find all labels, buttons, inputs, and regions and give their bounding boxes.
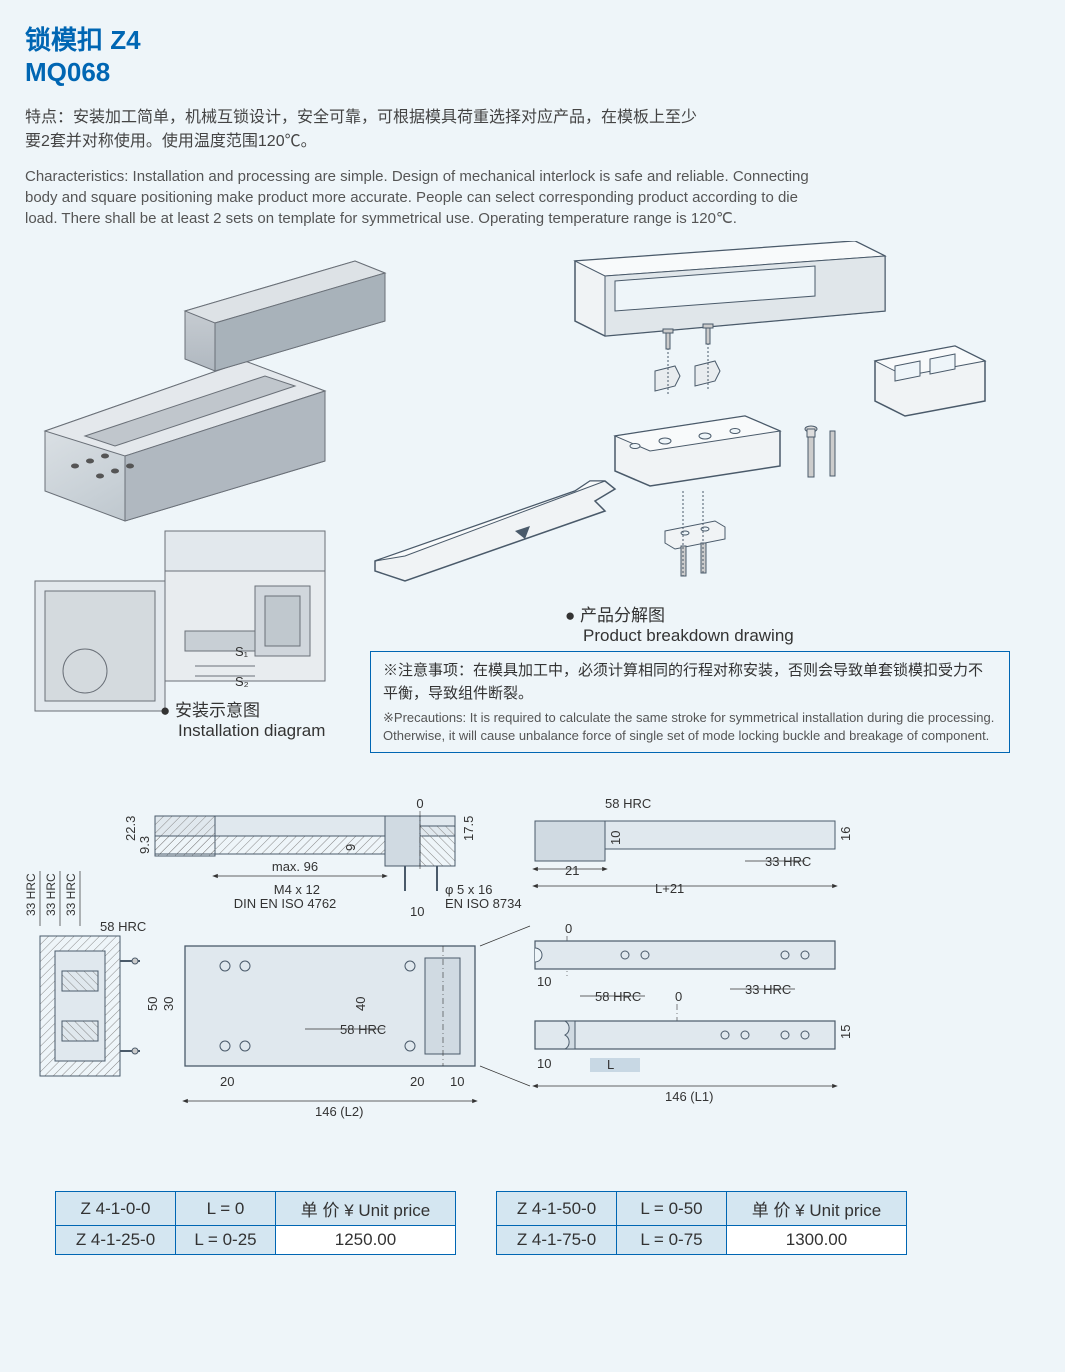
svg-text:0: 0 — [565, 921, 572, 936]
svg-text:58 HRC: 58 HRC — [595, 989, 641, 1004]
install-label: ● 安装示意图 Installation diagram — [160, 696, 325, 741]
characteristics-en: Characteristics: Installation and proces… — [25, 166, 815, 229]
svg-text:16: 16 — [838, 827, 853, 841]
svg-text:58 HRC: 58 HRC — [100, 919, 146, 934]
svg-text:L+21: L+21 — [655, 881, 684, 896]
svg-text:S₂: S₂ — [235, 674, 249, 689]
svg-text:22.3: 22.3 — [123, 816, 138, 841]
svg-text:DIN EN ISO 4762: DIN EN ISO 4762 — [234, 896, 337, 911]
table-cell: L = 0-25 — [176, 1226, 276, 1255]
svg-text:33 HRC: 33 HRC — [25, 873, 38, 916]
precaution-box: ※注意事项：在模具加工中，必须计算相同的行程对称安装，否则会导致单套锁模扣受力不… — [370, 651, 1010, 753]
price-table-1: Z 4-1-0-0 L = 0 单 价 ¥ Unit price Z 4-1-2… — [55, 1191, 456, 1255]
svg-text:17.5: 17.5 — [461, 816, 476, 841]
table-cell: L = 0-50 — [617, 1192, 727, 1226]
breakdown-label-cn: ● 产品分解图 — [565, 601, 794, 626]
svg-text:58 HRC: 58 HRC — [605, 796, 651, 811]
svg-text:33 HRC: 33 HRC — [765, 854, 811, 869]
svg-text:58 HRC: 58 HRC — [340, 1022, 386, 1037]
table-cell: 1250.00 — [276, 1226, 456, 1255]
svg-text:20: 20 — [220, 1074, 234, 1089]
table-cell: Z 4-1-25-0 — [56, 1226, 176, 1255]
price-tables: Z 4-1-0-0 L = 0 单 价 ¥ Unit price Z 4-1-2… — [25, 1191, 1040, 1255]
table-cell: 单 价 ¥ Unit price — [727, 1192, 907, 1226]
svg-text:10: 10 — [537, 1056, 551, 1071]
dimension-drawings: 33 HRC 33 HRC 33 HRC 22.3 9.3 9 max. 96 … — [25, 771, 1040, 1171]
svg-text:L: L — [607, 1057, 614, 1072]
precaution-cn: ※注意事项：在模具加工中，必须计算相同的行程对称安装，否则会导致单套锁模扣受力不… — [383, 660, 997, 705]
svg-text:20: 20 — [410, 1074, 424, 1089]
svg-text:S₁: S₁ — [235, 644, 249, 659]
install-label-en: Installation diagram — [160, 721, 325, 741]
svg-text:146 (L1): 146 (L1) — [665, 1089, 713, 1104]
svg-text:M4 x 12: M4 x 12 — [274, 882, 320, 897]
breakdown-label-en: Product breakdown drawing — [565, 626, 794, 646]
breakdown-label: ● 产品分解图 Product breakdown drawing — [565, 601, 794, 646]
install-label-cn: ● 安装示意图 — [160, 696, 325, 721]
title-en: MQ068 — [25, 57, 1040, 88]
svg-text:EN ISO 8734: EN ISO 8734 — [445, 896, 522, 911]
svg-text:10: 10 — [608, 831, 623, 845]
svg-text:10: 10 — [537, 974, 551, 989]
table-cell: L = 0 — [176, 1192, 276, 1226]
title-cn: 锁模扣 Z4 — [25, 20, 1040, 57]
illustration-area: S₁ S₂ — [25, 241, 1040, 771]
svg-text:15: 15 — [838, 1025, 853, 1039]
svg-text:33 HRC: 33 HRC — [44, 873, 58, 916]
svg-text:9: 9 — [343, 844, 358, 851]
svg-text:9.3: 9.3 — [137, 836, 152, 854]
svg-text:0: 0 — [675, 989, 682, 1004]
price-table-2: Z 4-1-50-0 L = 0-50 单 价 ¥ Unit price Z 4… — [496, 1191, 907, 1255]
svg-text:0: 0 — [416, 796, 423, 811]
product-3d-view — [45, 261, 385, 521]
svg-text:max. 96: max. 96 — [272, 859, 318, 874]
features-cn: 特点：安装加工简单，机械互锁设计，安全可靠，可根据模具荷重选择对应产品，在模板上… — [25, 106, 705, 154]
precaution-en: ※Precautions: It is required to calculat… — [383, 709, 997, 744]
table-cell: Z 4-1-50-0 — [497, 1192, 617, 1226]
table-cell: L = 0-75 — [617, 1226, 727, 1255]
svg-text:40: 40 — [353, 997, 368, 1011]
svg-text:10: 10 — [450, 1074, 464, 1089]
svg-text:146 (L2): 146 (L2) — [315, 1104, 363, 1119]
table-cell: 1300.00 — [727, 1226, 907, 1255]
svg-text:50: 50 — [145, 997, 160, 1011]
svg-text:φ 5 x 16: φ 5 x 16 — [445, 882, 492, 897]
exploded-view — [375, 241, 985, 581]
svg-text:10: 10 — [410, 904, 424, 919]
table-cell: Z 4-1-0-0 — [56, 1192, 176, 1226]
svg-text:21: 21 — [565, 863, 579, 878]
table-cell: 单 价 ¥ Unit price — [276, 1192, 456, 1226]
table-cell: Z 4-1-75-0 — [497, 1226, 617, 1255]
svg-text:33 HRC: 33 HRC — [745, 982, 791, 997]
installation-diagram: S₁ S₂ — [35, 531, 325, 711]
svg-text:33 HRC: 33 HRC — [64, 873, 78, 916]
svg-text:30: 30 — [161, 997, 176, 1011]
